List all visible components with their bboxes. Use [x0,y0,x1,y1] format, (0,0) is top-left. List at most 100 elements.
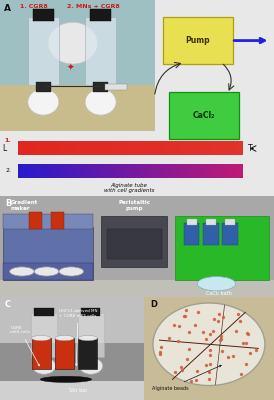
Bar [84,140,85,155]
Bar [58,164,59,178]
Bar [31,164,32,178]
Bar [45,140,46,155]
Bar [189,140,190,155]
Bar [90,164,92,178]
Point [195,368,199,374]
Bar [220,140,221,155]
Bar [222,140,223,155]
Bar [194,140,195,155]
Bar [198,140,199,155]
Bar [22,164,23,178]
Bar [40,164,41,178]
Bar [23,164,24,178]
Bar [202,140,203,155]
Bar [224,164,225,178]
Bar [41,140,42,155]
Bar [159,140,160,155]
Bar [118,140,119,155]
Bar [79,164,80,178]
Bar [96,164,97,178]
Bar [179,164,180,178]
Bar [230,140,231,155]
Bar [158,140,159,155]
Bar [81,308,100,316]
Bar [187,140,188,155]
Bar [203,222,219,245]
Bar [55,140,56,155]
Bar [36,164,37,178]
Bar [105,140,107,155]
Text: 1. CGR8: 1. CGR8 [20,4,48,9]
Bar [181,140,182,155]
Bar [42,140,44,155]
Bar [228,140,229,155]
Point [231,353,235,359]
Bar [150,164,152,178]
Bar [177,164,178,178]
Bar [207,164,208,178]
Text: 2.: 2. [5,168,12,174]
Bar [47,164,48,178]
Bar [120,140,121,155]
Bar [198,164,199,178]
Bar [166,164,167,178]
Ellipse shape [78,336,98,341]
Bar [58,140,59,155]
Bar [63,140,64,155]
Bar [119,140,120,155]
Point [201,329,206,336]
Bar [21,140,22,155]
Bar [35,164,36,178]
Bar [3,263,93,280]
Point [185,356,189,362]
Bar [233,164,235,178]
Bar [71,140,72,155]
Bar [109,140,110,155]
Point [166,334,171,341]
Bar [145,140,146,155]
Bar [182,140,183,155]
Bar [225,164,226,178]
Bar [35,140,36,155]
Bar [44,140,45,155]
Bar [120,140,121,155]
Bar [33,164,34,178]
Bar [113,164,114,178]
Bar [109,164,110,178]
Bar [131,140,132,155]
Text: Alginate tube
with cell gradients: Alginate tube with cell gradients [104,182,154,193]
Bar [151,164,152,178]
Bar [52,140,53,155]
Bar [185,140,186,155]
Bar [90,9,112,21]
Bar [69,164,70,178]
Bar [55,164,56,178]
Bar [210,140,211,155]
Bar [59,164,60,178]
Bar [78,338,98,369]
Bar [52,164,53,178]
Bar [68,140,69,155]
Bar [110,164,111,178]
Bar [102,164,104,178]
Bar [101,140,102,155]
Bar [187,164,188,178]
Bar [174,164,175,178]
Bar [126,140,127,155]
Point [173,369,177,376]
Bar [120,164,121,178]
Point [244,340,248,346]
Circle shape [79,358,102,374]
Bar [222,222,238,245]
Bar [227,164,229,178]
Bar [147,164,148,178]
Bar [58,164,59,178]
Point [203,336,208,342]
Bar [53,140,54,155]
Point [189,378,194,384]
Bar [24,164,25,178]
Bar [77,164,78,178]
Bar [222,164,223,178]
Bar [174,164,175,178]
Point [177,322,181,329]
